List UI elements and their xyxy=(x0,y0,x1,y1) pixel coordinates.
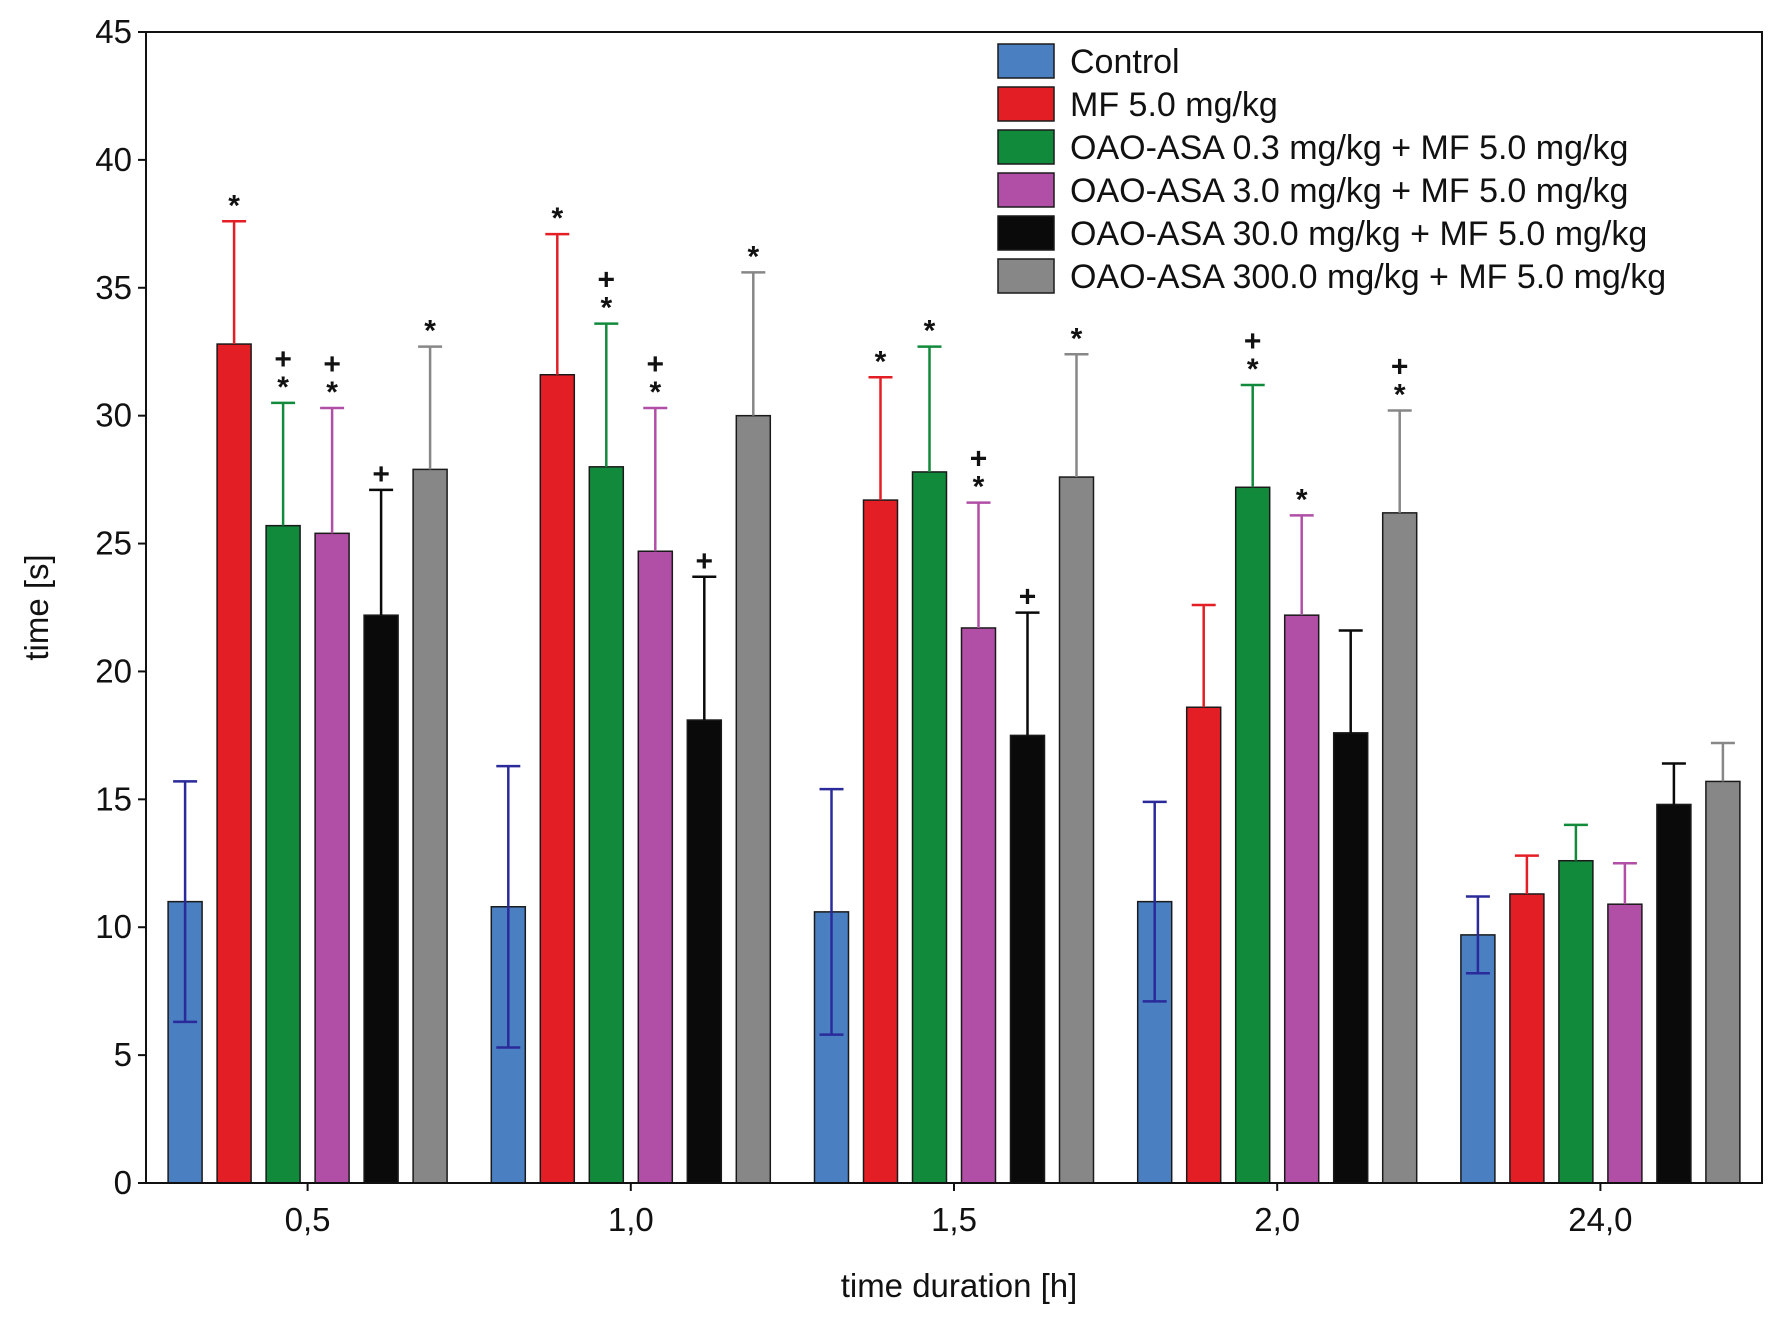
legend-label: MF 5.0 mg/kg xyxy=(1070,86,1278,124)
asterisk-marker: * xyxy=(1071,322,1083,355)
bar-2-2_0 xyxy=(1185,706,1222,1184)
bar-6-0_5 xyxy=(412,468,448,1184)
plus-marker: + xyxy=(970,443,988,476)
plus-marker: + xyxy=(1391,351,1409,384)
legend-swatch xyxy=(997,215,1055,251)
bar-4-1_5 xyxy=(960,627,997,1184)
asterisk-marker: * xyxy=(277,371,289,404)
bar-6-24_0 xyxy=(1705,780,1741,1184)
y-tick-label: 35 xyxy=(95,269,132,306)
asterisk-marker: * xyxy=(747,240,759,273)
asterisk-marker: * xyxy=(424,315,436,348)
plot-frame xyxy=(145,31,1763,1184)
asterisk-marker: * xyxy=(228,189,240,222)
bar-3-2_0 xyxy=(1234,486,1271,1184)
y-tick-label: 5 xyxy=(114,1036,132,1073)
y-tick-label: 0 xyxy=(114,1164,132,1201)
asterisk-marker: * xyxy=(649,376,661,409)
plus-marker: + xyxy=(696,545,714,578)
bar-5-0_5 xyxy=(363,614,399,1184)
y-tick-label: 45 xyxy=(95,13,132,50)
error-bars-layer xyxy=(173,220,1735,1049)
significance-markers-layer: *+*+*+**+*+*+***+*+* +**+* xyxy=(228,189,1408,613)
bar-4-1_0 xyxy=(637,550,674,1184)
legend-label: OAO-ASA 30.0 mg/kg + MF 5.0 mg/kg xyxy=(1070,215,1647,253)
bar-1-2_0 xyxy=(1136,900,1173,1184)
bar-5-1_0 xyxy=(686,719,723,1184)
asterisk-marker: * xyxy=(1247,353,1259,386)
bar-4-2_0 xyxy=(1283,614,1320,1184)
bar-2-0_5 xyxy=(216,343,252,1184)
asterisk-marker: * xyxy=(1394,379,1406,412)
plus-marker: + xyxy=(598,264,616,297)
plus-marker: + xyxy=(1019,581,1037,614)
y-tick-label: 30 xyxy=(95,397,132,434)
legend-swatch xyxy=(997,43,1055,79)
asterisk-marker: * xyxy=(924,315,936,348)
y-tick-label: 15 xyxy=(95,780,132,817)
y-tick-label: 25 xyxy=(95,525,132,562)
x-tick-label: 1,0 xyxy=(608,1201,654,1238)
bar-2-1_5 xyxy=(862,499,899,1184)
bar-6-1_5 xyxy=(1058,476,1095,1184)
bar-5-1_5 xyxy=(1009,734,1046,1184)
y-tick-label: 10 xyxy=(95,908,132,945)
legend-swatch xyxy=(997,258,1055,294)
bar-4-24_0 xyxy=(1607,903,1643,1184)
plus-marker: + xyxy=(647,348,665,381)
asterisk-marker: * xyxy=(973,471,985,504)
legend-swatch xyxy=(997,86,1055,122)
legend-swatch xyxy=(997,129,1055,165)
legend: Control MF 5.0 mg/kg OAO-ASA 0.3 mg/kg + M… xyxy=(997,43,1666,296)
y-axis-title: time [s] xyxy=(18,554,55,660)
bars-layer xyxy=(167,343,1741,1184)
y-tick-label: 40 xyxy=(95,141,132,178)
y-tick-label: 20 xyxy=(95,652,132,689)
bar-5-2_0 xyxy=(1332,732,1369,1184)
bar-2-1_0 xyxy=(539,373,576,1184)
legend-label: OAO-ASA 0.3 mg/kg + MF 5.0 mg/kg xyxy=(1070,129,1628,167)
plus-marker: + xyxy=(1244,325,1262,358)
x-tick-label: 0,5 xyxy=(285,1201,331,1238)
bar-6-1_0 xyxy=(735,414,772,1184)
bar-5-24_0 xyxy=(1656,803,1692,1184)
bar-3-0_5 xyxy=(265,524,301,1184)
bar-3-24_0 xyxy=(1558,859,1594,1184)
x-tick-label: 1,5 xyxy=(931,1201,977,1238)
bar-6-2_0 xyxy=(1381,512,1418,1184)
legend-label: OAO-ASA 3.0 mg/kg + MF 5.0 mg/kg xyxy=(1070,172,1628,210)
bar-3-1_5 xyxy=(911,471,948,1184)
legend-label: OAO-ASA 300.0 mg/kg + MF 5.0 mg/kg xyxy=(1070,258,1666,296)
asterisk-marker: * xyxy=(600,292,612,325)
bar-4-0_5 xyxy=(314,532,350,1184)
plus-marker: + xyxy=(372,458,390,491)
asterisk-marker: * xyxy=(875,345,887,378)
bar-2-24_0 xyxy=(1509,893,1545,1184)
asterisk-marker: * xyxy=(551,202,563,235)
x-tick-label: 2,0 xyxy=(1254,1201,1300,1238)
plus-marker: + xyxy=(323,348,341,381)
legend-label: Control xyxy=(1070,43,1180,81)
x-tick-label: 24,0 xyxy=(1568,1201,1632,1238)
asterisk-marker: * xyxy=(326,376,338,409)
plus-marker: + xyxy=(274,343,292,376)
bar-3-1_0 xyxy=(588,466,625,1184)
axes-layer: 0,5 1,0 1,5 2,0 24,0 0 5 10 15 20 25 30 35 40 45 xyxy=(95,13,1763,1238)
x-axis-title: time duration [h] xyxy=(841,1267,1078,1304)
legend-swatch xyxy=(997,172,1055,208)
asterisk-marker: * xyxy=(1296,483,1308,516)
